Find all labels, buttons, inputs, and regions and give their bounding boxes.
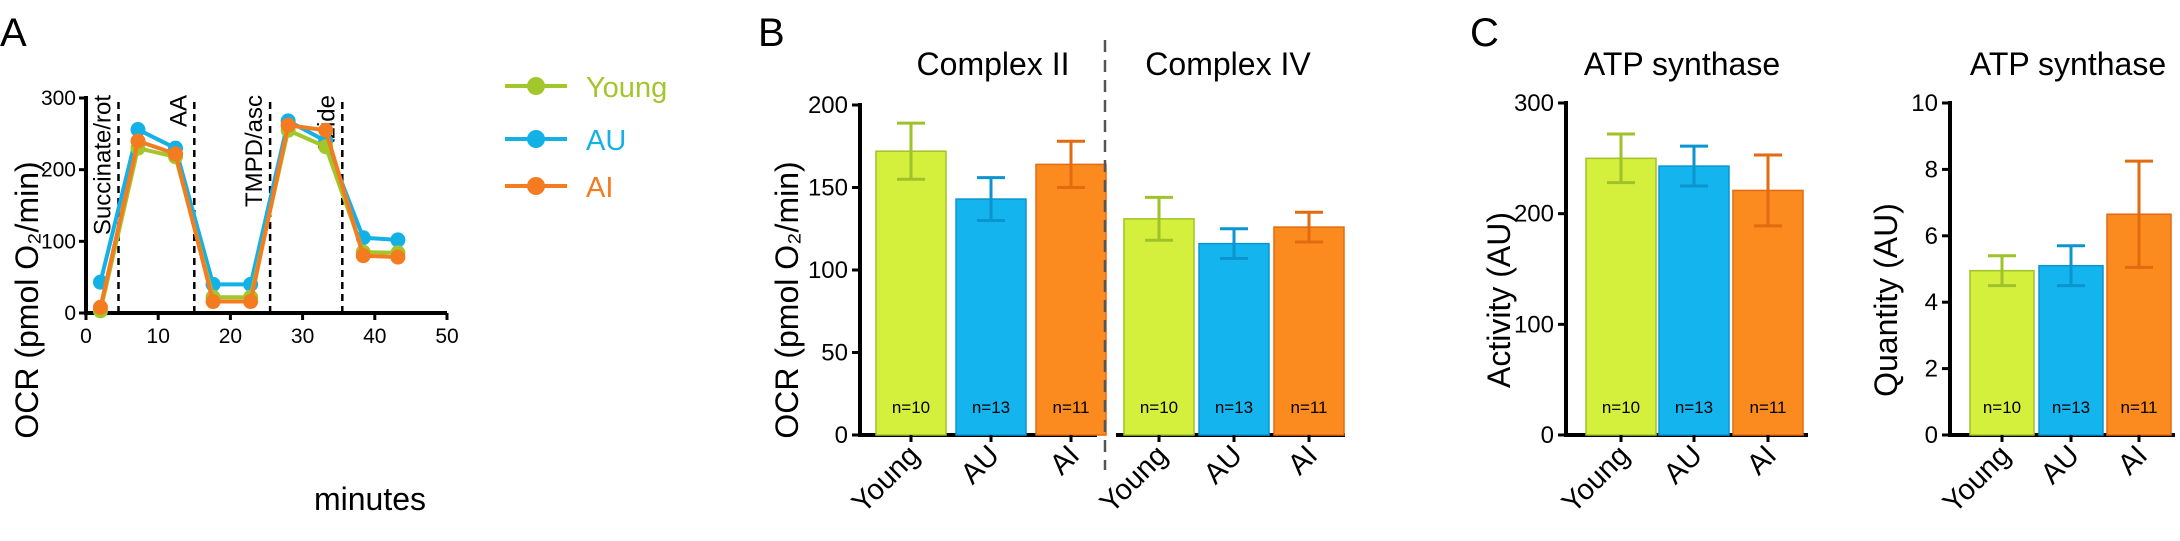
- n-label-ai: n=11: [1749, 398, 1786, 417]
- panel-b-bar-chart: 050100150200n=10Youngn=13AUn=11AIn=10You…: [808, 40, 1345, 519]
- bar-young: [875, 150, 947, 436]
- data-point-ai: [130, 133, 146, 149]
- bar-ai: [1273, 226, 1345, 436]
- n-label-au: n=13: [1675, 398, 1713, 417]
- panel-b-title-complex-iv: Complex IV: [1145, 46, 1311, 82]
- legend-young-label: Young: [586, 72, 667, 104]
- bar-au: [2038, 264, 2104, 436]
- data-point-au: [130, 122, 146, 138]
- y-tick-label: 200: [808, 92, 848, 119]
- x-tick-label-ai: AI: [1741, 439, 1783, 481]
- panel-c-quantity-ylabel: Quantity (AU): [1868, 203, 1904, 397]
- panel-letter-c: C: [1470, 11, 1499, 55]
- y-tick-label: 6: [1925, 223, 1938, 250]
- bar-young: [1969, 269, 2035, 436]
- x-tick-label-au: AU: [1198, 439, 1249, 490]
- panel-b-title-complex-ii: Complex II: [917, 46, 1070, 82]
- n-label-young: n=10: [1602, 398, 1640, 417]
- panel-a-legend: Young AU AI: [505, 72, 667, 204]
- x-tick-label-young: Young: [1556, 439, 1636, 519]
- y-tick-label: 300: [1514, 90, 1554, 117]
- y-tick-label: 100: [808, 257, 848, 284]
- x-tick-label: 50: [435, 325, 458, 348]
- data-point-ai: [92, 299, 108, 315]
- legend-ai-label: AI: [586, 172, 613, 204]
- legend-au-label: AU: [586, 125, 626, 157]
- n-label-ai: n=11: [1052, 398, 1089, 417]
- x-tick-label-young: Young: [846, 439, 926, 519]
- x-tick-label: 10: [147, 325, 170, 348]
- x-tick-label-young: Young: [1937, 439, 2017, 519]
- bar-au: [1658, 165, 1730, 436]
- panel-c-quantity-chart: 0 2 4 6 8 10 n=10 Young n=13 AU n=11 AI: [1911, 90, 2175, 519]
- panel-c-activity-title: ATP synthase: [1584, 46, 1780, 82]
- bar-young: [1123, 218, 1195, 436]
- y-tick-label: 4: [1925, 289, 1938, 316]
- n-label-au: n=13: [1215, 398, 1253, 417]
- y-tick-label: 0: [1541, 422, 1554, 449]
- legend-au-marker: [527, 130, 545, 148]
- y-tick-label: 0: [835, 422, 848, 449]
- panel-letter-b: B: [758, 11, 785, 55]
- legend-young-marker: [527, 77, 545, 95]
- y-tick-label: 200: [1514, 201, 1554, 228]
- n-label-young: n=10: [892, 398, 930, 417]
- x-tick-label-ai: AI: [1044, 439, 1086, 481]
- panel-c-activity-ylabel: Activity (AU): [1481, 212, 1517, 388]
- y-tick-label: 200: [41, 159, 76, 182]
- n-label-young: n=10: [1983, 398, 2021, 417]
- panel-a-line-chart: 0 10 20 30 40 50 0 100 200 300 Succinate/rot AA TMPD…: [41, 87, 459, 348]
- y-tick-label: 0: [64, 302, 76, 325]
- n-label-young: n=10: [1140, 398, 1178, 417]
- x-tick-label-ai: AI: [1282, 439, 1324, 481]
- x-tick-label: 20: [219, 325, 242, 348]
- panel-c-activity-chart: 0 100 200 300 n=10 Young n=13 AU n=11 AI: [1514, 90, 1808, 519]
- y-tick-label: 10: [1911, 90, 1938, 117]
- data-point-ai: [318, 122, 334, 138]
- y-tick-label: 0: [1925, 422, 1938, 449]
- bar-au: [1198, 242, 1270, 436]
- legend-ai-marker: [527, 177, 545, 195]
- y-tick-label: 8: [1925, 156, 1938, 183]
- x-tick-label: 30: [291, 325, 314, 348]
- n-label-ai: n=11: [1290, 398, 1327, 417]
- panel-a-xlabel: minutes: [314, 481, 426, 517]
- x-tick-label: 40: [363, 325, 386, 348]
- x-tick-label-au: AU: [2035, 439, 2086, 490]
- bar-ai: [1732, 189, 1804, 436]
- bar-ai: [1035, 163, 1107, 436]
- data-point-ai: [355, 248, 371, 264]
- y-tick-label: 150: [808, 175, 848, 202]
- data-point-ai: [280, 117, 296, 133]
- data-point-ai: [390, 249, 406, 265]
- y-tick-label: 50: [821, 340, 848, 367]
- n-label-au: n=13: [972, 398, 1010, 417]
- y-tick-label: 100: [1514, 311, 1554, 338]
- panel-letter-a: A: [0, 11, 27, 55]
- x-tick-label-ai: AI: [2112, 439, 2154, 481]
- data-point-ai: [243, 294, 259, 310]
- data-point-ai: [205, 294, 221, 310]
- panel-b-ylabel: OCR (pmol O₂/min): [769, 161, 805, 438]
- y-tick-label: 100: [41, 230, 76, 253]
- bar-young: [1585, 157, 1657, 436]
- x-tick-label-au: AU: [1658, 439, 1709, 490]
- injection-label-tmpd-asc: TMPD/asc: [241, 95, 268, 207]
- panel-c-quantity-title: ATP synthase: [1970, 46, 2166, 82]
- n-label-au: n=13: [2052, 398, 2090, 417]
- y-tick-label: 2: [1925, 356, 1938, 383]
- data-point-ai: [168, 146, 184, 162]
- data-point-au: [390, 232, 406, 248]
- injection-label-succinate-rot: Succinate/rot: [89, 95, 116, 235]
- injection-label-aa: AA: [165, 95, 192, 127]
- x-tick-label-au: AU: [955, 439, 1006, 490]
- panel-a-ylabel: OCR (pmol O₂/min): [9, 161, 45, 438]
- y-tick-label: 300: [41, 87, 76, 110]
- x-tick-label: 0: [80, 325, 92, 348]
- n-label-ai: n=11: [2120, 398, 2157, 417]
